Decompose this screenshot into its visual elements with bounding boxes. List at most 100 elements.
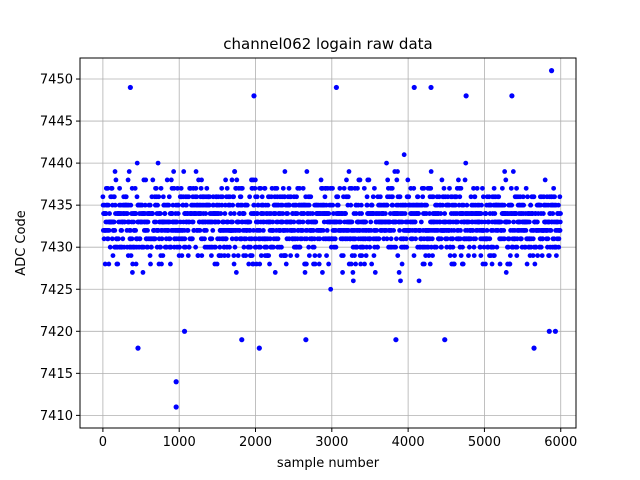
data-point bbox=[270, 219, 276, 225]
plot-frame bbox=[79, 57, 577, 429]
outlier-point bbox=[135, 345, 141, 351]
data-point bbox=[155, 160, 161, 166]
data-point bbox=[279, 202, 285, 208]
data-point bbox=[279, 244, 284, 250]
data-point bbox=[514, 244, 520, 250]
data-point bbox=[229, 177, 235, 183]
data-point bbox=[195, 253, 201, 259]
data-point bbox=[395, 253, 401, 259]
data-point bbox=[262, 185, 268, 191]
data-point bbox=[233, 270, 239, 275]
data-point bbox=[119, 227, 125, 233]
grid-lines bbox=[80, 58, 576, 428]
x-axis-label: sample number bbox=[277, 456, 380, 471]
data-point bbox=[258, 185, 264, 191]
data-point bbox=[405, 177, 411, 183]
chart-title: channel062 logain raw data bbox=[223, 35, 432, 53]
data-point bbox=[361, 185, 367, 191]
data-point bbox=[462, 177, 468, 183]
data-point bbox=[480, 194, 486, 200]
data-point bbox=[206, 202, 212, 208]
data-point bbox=[521, 202, 527, 208]
outlier-point bbox=[509, 93, 515, 99]
data-point bbox=[502, 169, 508, 174]
data-point bbox=[280, 211, 286, 216]
data-point bbox=[219, 202, 225, 208]
data-point bbox=[403, 236, 409, 242]
data-point bbox=[486, 219, 492, 225]
data-point bbox=[447, 253, 453, 259]
data-point bbox=[444, 236, 450, 242]
data-point bbox=[395, 169, 400, 174]
data-point bbox=[285, 211, 291, 216]
data-point bbox=[126, 169, 132, 174]
data-point bbox=[152, 236, 158, 242]
data-point bbox=[333, 244, 339, 250]
data-point bbox=[324, 227, 330, 233]
data-point bbox=[148, 261, 153, 267]
data-point bbox=[355, 185, 360, 191]
data-point bbox=[234, 236, 239, 242]
data-point bbox=[247, 227, 253, 233]
data-point bbox=[243, 253, 249, 259]
data-point bbox=[137, 236, 143, 242]
data-point bbox=[354, 244, 360, 250]
data-point bbox=[168, 177, 174, 183]
data-point bbox=[429, 236, 435, 242]
data-point bbox=[556, 202, 561, 208]
data-point bbox=[556, 244, 562, 250]
data-point bbox=[266, 253, 272, 259]
data-point bbox=[491, 185, 497, 191]
data-point bbox=[453, 194, 459, 200]
data-point bbox=[100, 194, 106, 200]
y-axis-label: ADC Code bbox=[14, 210, 29, 275]
data-point bbox=[230, 219, 235, 225]
data-point bbox=[222, 211, 228, 216]
data-point bbox=[344, 177, 349, 183]
data-point bbox=[143, 177, 149, 183]
data-point bbox=[557, 219, 563, 225]
data-point bbox=[318, 177, 324, 183]
data-point bbox=[194, 194, 200, 200]
data-point bbox=[185, 227, 191, 233]
data-point bbox=[282, 169, 288, 174]
data-point bbox=[557, 194, 563, 200]
data-point bbox=[145, 227, 150, 233]
data-point bbox=[451, 261, 457, 267]
data-point bbox=[232, 169, 238, 174]
data-point bbox=[421, 185, 427, 191]
data-point bbox=[112, 169, 118, 174]
data-point bbox=[166, 202, 172, 208]
data-point bbox=[116, 236, 121, 242]
data-point bbox=[254, 194, 260, 200]
data-point bbox=[477, 244, 483, 250]
data-point bbox=[350, 278, 356, 284]
data-point bbox=[491, 253, 497, 259]
data-point bbox=[258, 253, 264, 259]
outlier-point bbox=[251, 93, 257, 99]
data-point bbox=[430, 194, 436, 200]
data-point bbox=[177, 244, 182, 250]
data-point bbox=[363, 219, 369, 225]
data-point bbox=[320, 227, 326, 233]
y-tick-label: 7445 bbox=[40, 115, 73, 130]
data-point bbox=[382, 211, 388, 216]
data-point bbox=[282, 194, 288, 200]
outlier-point bbox=[181, 328, 188, 334]
data-point bbox=[168, 244, 174, 250]
data-point bbox=[231, 253, 237, 259]
data-point bbox=[478, 211, 484, 216]
data-point bbox=[348, 261, 354, 267]
data-point bbox=[501, 202, 507, 208]
y-tick-label: 7450 bbox=[40, 73, 73, 88]
data-point bbox=[473, 236, 478, 242]
data-point bbox=[167, 236, 173, 242]
data-point bbox=[247, 194, 253, 200]
y-tick-label: 7410 bbox=[40, 409, 73, 424]
data-point bbox=[160, 194, 166, 200]
data-point bbox=[294, 253, 300, 259]
data-point bbox=[186, 194, 192, 200]
data-point bbox=[159, 261, 164, 267]
data-point bbox=[124, 211, 130, 216]
